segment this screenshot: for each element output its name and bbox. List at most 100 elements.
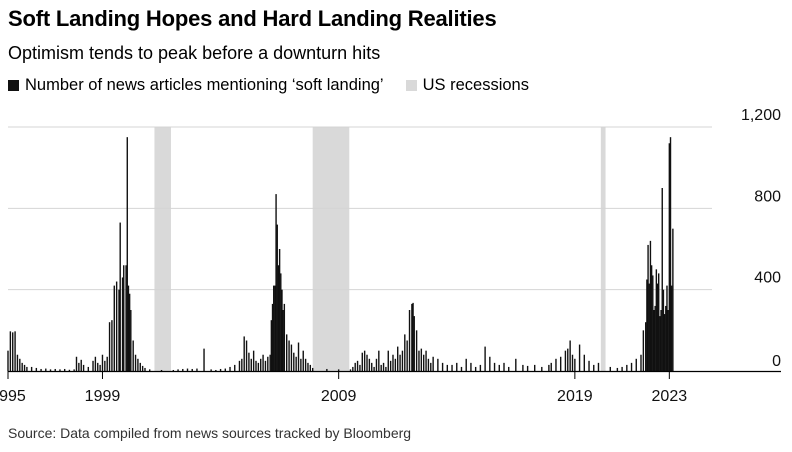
x-tick-label: 1995 bbox=[0, 388, 26, 405]
data-bar bbox=[385, 366, 387, 371]
data-bar bbox=[626, 364, 628, 371]
source-note: Source: Data compiled from news sources … bbox=[8, 425, 412, 441]
data-bar bbox=[337, 369, 340, 371]
data-bar bbox=[252, 350, 255, 371]
data-bar bbox=[293, 352, 295, 371]
data-bar bbox=[451, 364, 453, 371]
data-bar bbox=[375, 358, 378, 371]
data-bar bbox=[437, 358, 439, 371]
data-bar bbox=[534, 364, 536, 371]
data-bar bbox=[498, 364, 500, 371]
data-bar bbox=[101, 354, 104, 371]
data-bar bbox=[283, 303, 286, 371]
data-bar bbox=[286, 334, 288, 371]
data-bar bbox=[92, 360, 94, 371]
data-bar bbox=[422, 354, 425, 371]
data-bar bbox=[503, 362, 505, 371]
data-bar bbox=[648, 283, 650, 371]
y-tick-label: 400 bbox=[754, 270, 781, 287]
data-bar bbox=[12, 332, 14, 371]
data-bar bbox=[654, 305, 656, 371]
data-bar bbox=[304, 358, 307, 371]
data-bar bbox=[275, 194, 277, 371]
data-bar bbox=[650, 265, 653, 371]
data-bar bbox=[569, 340, 571, 371]
data-bar bbox=[415, 330, 418, 371]
data-bar bbox=[655, 269, 658, 371]
data-bar bbox=[399, 354, 401, 371]
data-bar bbox=[141, 365, 144, 371]
data-bar bbox=[139, 362, 141, 371]
recession-band bbox=[312, 127, 350, 371]
data-bar bbox=[460, 366, 463, 371]
data-bar bbox=[99, 364, 101, 371]
data-bar bbox=[191, 368, 193, 371]
legend: Number of news articles mentioning ‘soft… bbox=[8, 76, 551, 95]
data-bar bbox=[352, 366, 354, 371]
data-bar bbox=[616, 367, 619, 371]
data-bar bbox=[14, 331, 16, 371]
data-bar bbox=[282, 310, 284, 371]
data-bar bbox=[401, 350, 404, 371]
data-bar bbox=[427, 358, 430, 371]
y-axis-labels: 0 400 800 1,200 bbox=[741, 107, 781, 370]
data-bar bbox=[672, 228, 674, 371]
data-bar bbox=[394, 358, 397, 371]
recession-band bbox=[154, 127, 171, 371]
data-bar bbox=[45, 368, 47, 371]
data-bar bbox=[300, 358, 302, 371]
data-bar bbox=[380, 364, 382, 371]
data-bar bbox=[493, 362, 496, 371]
data-bar bbox=[408, 310, 411, 371]
data-bar bbox=[106, 356, 108, 371]
data-bar bbox=[515, 358, 517, 371]
data-bar bbox=[378, 350, 380, 371]
data-bar bbox=[456, 362, 458, 371]
data-bar bbox=[270, 320, 273, 371]
data-bar bbox=[297, 342, 300, 371]
data-bar bbox=[550, 362, 552, 371]
data-bar bbox=[621, 366, 623, 371]
data-bar bbox=[149, 369, 151, 371]
data-bar bbox=[262, 354, 264, 371]
data-bar bbox=[647, 244, 649, 371]
data-bar bbox=[411, 303, 413, 371]
data-bar bbox=[49, 369, 52, 371]
data-bar bbox=[26, 366, 28, 371]
data-bar bbox=[465, 358, 467, 371]
data-bar bbox=[277, 265, 280, 371]
data-bar bbox=[578, 344, 581, 371]
data-bar bbox=[406, 340, 408, 371]
data-bar bbox=[302, 350, 304, 371]
data-bar bbox=[269, 354, 271, 371]
recession-bands bbox=[154, 127, 606, 371]
data-bar bbox=[669, 137, 672, 371]
data-bar bbox=[127, 285, 130, 371]
data-bar bbox=[210, 369, 212, 371]
data-bar bbox=[508, 366, 510, 371]
data-bar bbox=[371, 362, 373, 371]
data-bar bbox=[653, 310, 655, 371]
data-bar bbox=[359, 364, 361, 371]
data-bar bbox=[441, 362, 444, 371]
data-bar bbox=[404, 334, 406, 371]
data-bar bbox=[368, 358, 371, 371]
data-bar bbox=[295, 356, 297, 371]
data-bar bbox=[113, 285, 115, 371]
data-bar bbox=[264, 360, 267, 371]
data-bar bbox=[241, 358, 243, 371]
data-bar bbox=[229, 366, 231, 371]
data-bar bbox=[656, 283, 659, 371]
data-bar bbox=[392, 354, 394, 371]
data-bar bbox=[645, 322, 647, 371]
data-bar bbox=[307, 362, 309, 371]
data-bar bbox=[280, 273, 282, 371]
data-bar bbox=[479, 364, 482, 371]
data-bar bbox=[250, 358, 252, 371]
data-bar bbox=[470, 362, 472, 371]
data-bar bbox=[182, 368, 184, 371]
data-bar bbox=[326, 368, 328, 371]
data-bar bbox=[559, 356, 562, 371]
data-bar bbox=[660, 310, 662, 371]
data-bar bbox=[412, 302, 414, 371]
